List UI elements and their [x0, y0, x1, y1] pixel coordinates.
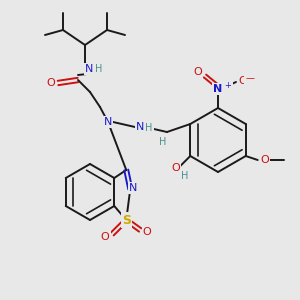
- Text: S: S: [122, 214, 131, 226]
- Text: O: O: [143, 227, 152, 237]
- Text: —: —: [245, 74, 254, 83]
- Text: +: +: [225, 80, 231, 89]
- Text: O: O: [46, 78, 56, 88]
- Text: O: O: [238, 76, 247, 86]
- Text: N: N: [129, 183, 137, 193]
- Text: H: H: [95, 64, 103, 74]
- Text: N: N: [213, 84, 223, 94]
- Text: N: N: [104, 117, 112, 127]
- Text: N: N: [136, 122, 144, 132]
- Text: O: O: [171, 163, 180, 173]
- Text: O: O: [194, 67, 202, 77]
- Text: O: O: [101, 232, 110, 242]
- Text: H: H: [159, 137, 167, 147]
- Text: N: N: [85, 64, 93, 74]
- Text: H: H: [145, 123, 153, 133]
- Text: H: H: [181, 171, 188, 181]
- Text: O: O: [260, 155, 269, 165]
